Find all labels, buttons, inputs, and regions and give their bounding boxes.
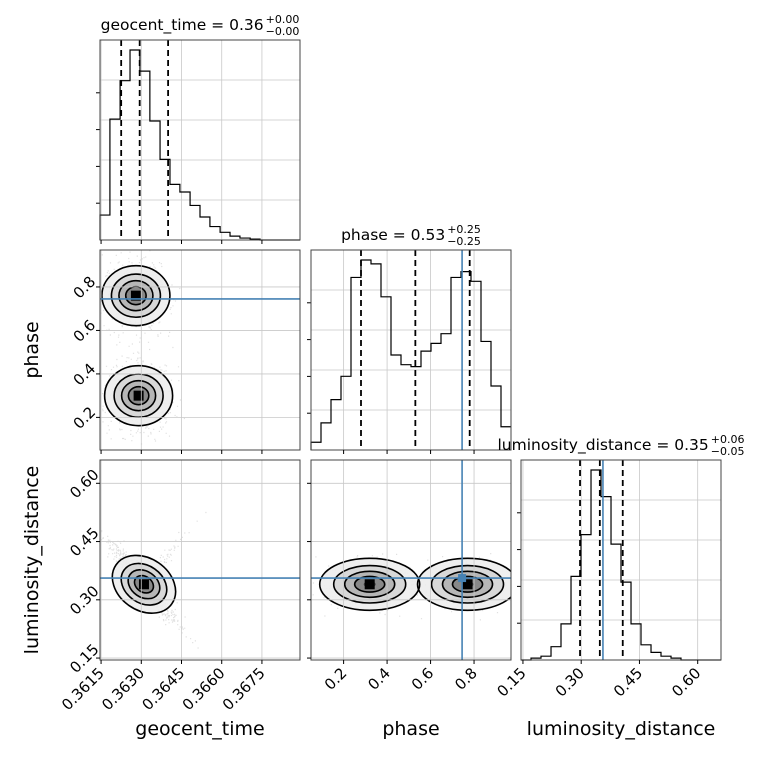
panel-frame — [310, 459, 512, 661]
contour-line — [416, 557, 511, 612]
y-tick-label: 0.2 — [70, 403, 100, 433]
histogram-luminosity-distance — [521, 469, 721, 661]
density-geocent-time-vs-phase — [100, 250, 185, 445]
title-lower: −0.05 — [711, 445, 745, 458]
title-lower: −0.25 — [447, 235, 481, 248]
y-tick-label: 0.6 — [70, 316, 100, 346]
x-tick-label: 0.15 — [493, 664, 529, 700]
y-tick-label: 0.60 — [66, 466, 102, 502]
x-axis-label: geocent_time — [135, 718, 264, 740]
contour-line — [318, 557, 421, 612]
density-peak — [462, 579, 473, 590]
density-phase-vs-luminosity-distance — [312, 553, 511, 621]
x-tick-label: 0.2 — [321, 664, 351, 694]
title-text: luminosity_distance = 0.35 — [498, 436, 709, 455]
x-tick-label: 0.8 — [451, 664, 481, 694]
x-tick-label: 0.3660 — [179, 664, 229, 714]
x-tick-label: 0.45 — [610, 664, 646, 700]
title-text: phase = 0.53 — [341, 226, 445, 244]
title-lower: −0.00 — [266, 25, 300, 38]
title-geocent-time: geocent_time = 0.36 +0.00−0.00 — [101, 13, 300, 38]
contour-line — [118, 279, 154, 312]
truth-point — [458, 574, 467, 583]
panel-frame — [520, 459, 722, 661]
contour-line — [430, 564, 505, 604]
x-tick-label: 0.60 — [668, 664, 704, 700]
histogram-phase — [310, 259, 511, 450]
density-peak — [364, 579, 375, 590]
contour-line — [103, 364, 174, 427]
title-upper: +0.06 — [711, 433, 745, 446]
title-text: geocent_time = 0.36 — [101, 16, 264, 35]
x-tick-label: 0.3645 — [138, 664, 188, 714]
contour-line — [441, 570, 494, 599]
contour-line — [332, 564, 407, 604]
x-tick-label: 0.3675 — [219, 664, 269, 714]
title-luminosity-distance: luminosity_distance = 0.35 +0.06−0.05 — [498, 433, 745, 458]
x-axis-label: luminosity_distance — [527, 718, 716, 740]
density-peak — [133, 390, 144, 401]
y-axis-label: phase — [21, 321, 43, 378]
contour-line — [110, 273, 162, 319]
contour-line — [451, 575, 484, 593]
panel-frame — [99, 249, 301, 451]
x-tick-label: 0.4 — [364, 664, 394, 694]
y-tick-label: 0.45 — [66, 524, 102, 560]
contour-line — [120, 379, 157, 412]
x-tick-label: 0.6 — [408, 664, 438, 694]
histogram-geocent-time — [99, 49, 300, 241]
y-tick-label: 0.4 — [70, 360, 100, 390]
x-axis-label: phase — [382, 718, 439, 740]
y-tick-label: 0.8 — [70, 273, 100, 303]
density-geocent-time-vs-luminosity-distance — [101, 511, 207, 649]
density-peak — [130, 290, 141, 301]
contour-line — [353, 575, 386, 593]
x-tick-label: 0.30 — [552, 664, 588, 700]
panel-frame — [99, 39, 301, 241]
contour-line — [101, 264, 171, 327]
y-axis-label: luminosity_distance — [21, 466, 43, 655]
title-upper: +0.00 — [266, 13, 300, 26]
contour-line — [127, 385, 150, 406]
contour-line — [343, 570, 396, 599]
panel-frame — [99, 459, 301, 661]
contour-line — [111, 554, 177, 614]
panel-frame — [310, 249, 512, 451]
title-upper: +0.25 — [447, 223, 481, 236]
y-tick-label: 0.30 — [66, 582, 102, 618]
title-phase: phase = 0.53 +0.25−0.25 — [341, 223, 481, 248]
contour-line — [127, 569, 161, 600]
x-tick-label: 0.3630 — [98, 664, 148, 714]
density-peak — [138, 579, 149, 590]
